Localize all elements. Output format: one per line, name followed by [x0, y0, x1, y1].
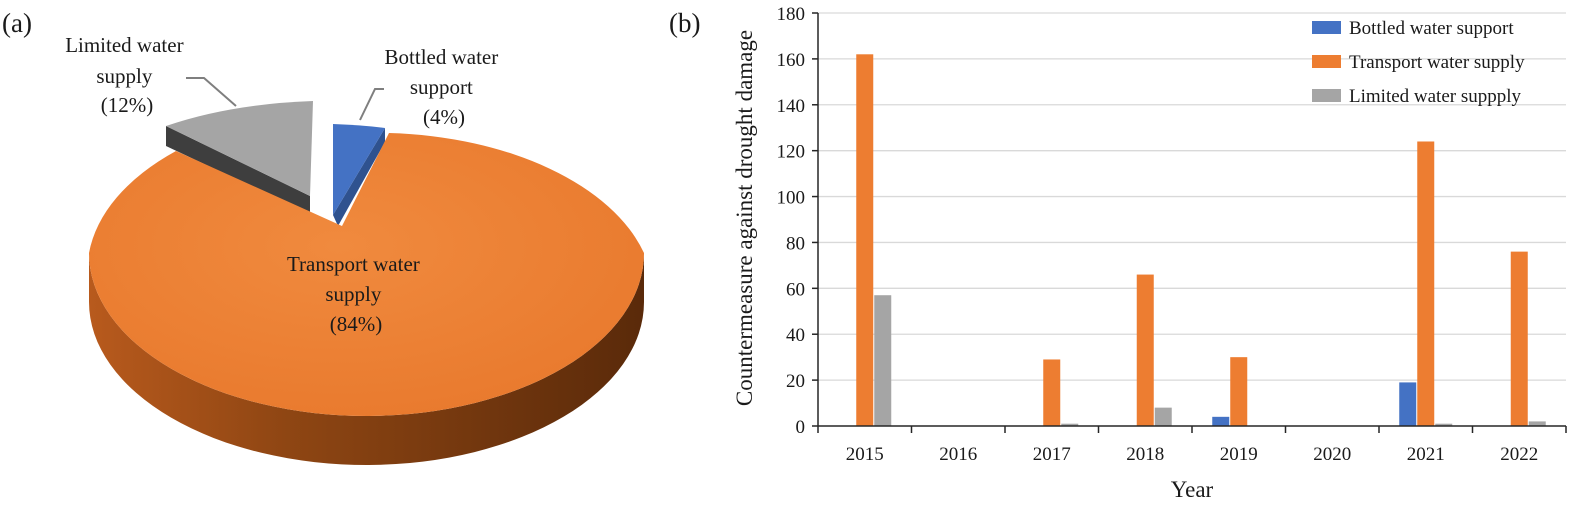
pie-label-bottled-l1: Bottled water [385, 45, 499, 69]
pie-label-bottled: Bottled water support (4%) [385, 45, 504, 129]
bars [856, 54, 1546, 427]
pie-label-limited-l1: Limited water [65, 33, 183, 57]
y-tick-label: 60 [786, 279, 805, 300]
x-tick-label: 2019 [1220, 444, 1258, 465]
pie-label-transport: Transport water supply (84%) [287, 252, 425, 336]
pie-label-transport-l1: Transport water [287, 252, 420, 276]
bar-limited-water-suppply-2017 [1061, 423, 1079, 426]
bar-transport-water-supply-2022 [1510, 251, 1528, 426]
x-tick-labels: 2015 2016 2017 2018 2019 2020 2021 2022 [846, 444, 1539, 465]
y-axis-label: Countermeasure against drought damage [732, 30, 757, 406]
x-tick-label: 2021 [1407, 444, 1445, 465]
pie-label-bottled-l2: support [410, 75, 473, 99]
x-tick-label: 2018 [1126, 444, 1164, 465]
bar-transport-water-supply-2017 [1043, 359, 1061, 426]
y-tick-label: 160 [777, 50, 806, 71]
pie-label-bottled-l3: (4%) [423, 105, 465, 129]
leader-line-limited [186, 77, 237, 107]
bar-bottled-water-support-2021 [1399, 382, 1417, 426]
legend-label: Limited water suppply [1349, 86, 1522, 107]
y-tick-label: 120 [777, 142, 806, 163]
bar-limited-water-suppply-2018 [1154, 407, 1172, 426]
pie-label-transport-l2: supply [325, 282, 382, 306]
x-tick-label: 2020 [1313, 444, 1351, 465]
legend-swatch [1312, 21, 1341, 34]
pie-slice-limited [166, 101, 313, 196]
pie-label-limited-l3: (12%) [101, 93, 153, 117]
x-tick-label: 2016 [939, 444, 977, 465]
leader-line-bottled [359, 88, 384, 121]
bar-limited-water-suppply-2015 [874, 295, 892, 426]
axes [812, 12, 1567, 433]
x-tick-label: 2017 [1033, 444, 1071, 465]
panel-label-b: (b) [669, 8, 700, 38]
pie-slice-bottled [333, 124, 385, 215]
pie-slice-transport [88, 133, 644, 417]
bar-transport-water-supply-2019 [1230, 357, 1248, 426]
x-tick-label: 2022 [1500, 444, 1538, 465]
gridlines [818, 12, 1566, 381]
bar-transport-water-supply-2021 [1417, 141, 1435, 426]
pie-label-limited: Limited water supply (12%) [65, 33, 189, 117]
bar-bottled-water-support-2019 [1212, 416, 1230, 426]
bar-transport-water-supply-2018 [1136, 274, 1154, 426]
legend: Bottled water support Transport water sup… [1312, 18, 1525, 107]
y-tick-label: 0 [796, 417, 806, 438]
bar-transport-water-supply-2015 [856, 54, 874, 427]
y-tick-label: 100 [777, 188, 806, 209]
y-tick-label: 40 [786, 325, 805, 346]
pie-slice-bottled-side [333, 128, 385, 226]
legend-label: Bottled water support [1349, 18, 1514, 39]
y-tick-label: 80 [786, 233, 805, 254]
y-tick-label: 140 [777, 96, 806, 117]
y-tick-label: 20 [786, 371, 805, 392]
pie-label-transport-l3: (84%) [330, 312, 382, 336]
bar-limited-water-suppply-2021 [1435, 423, 1453, 426]
pie-slice-transport-side [88, 253, 644, 466]
pie-chart: Limited water supply (12%) Bottled water… [65, 33, 644, 466]
y-tick-label: 180 [777, 4, 806, 25]
x-tick-label: 2015 [846, 444, 884, 465]
pie-slice-limited-side [166, 126, 310, 214]
pie-label-limited-l2: supply [96, 64, 153, 88]
legend-swatch [1312, 55, 1341, 68]
legend-swatch [1312, 89, 1341, 102]
x-axis-label: Year [1171, 477, 1214, 502]
legend-label: Transport water supply [1349, 52, 1525, 73]
bar-limited-water-suppply-2022 [1528, 421, 1546, 426]
y-tick-labels: 0 20 40 60 80 100 120 140 160 180 [777, 4, 806, 438]
panel-label-a: (a) [2, 8, 32, 38]
